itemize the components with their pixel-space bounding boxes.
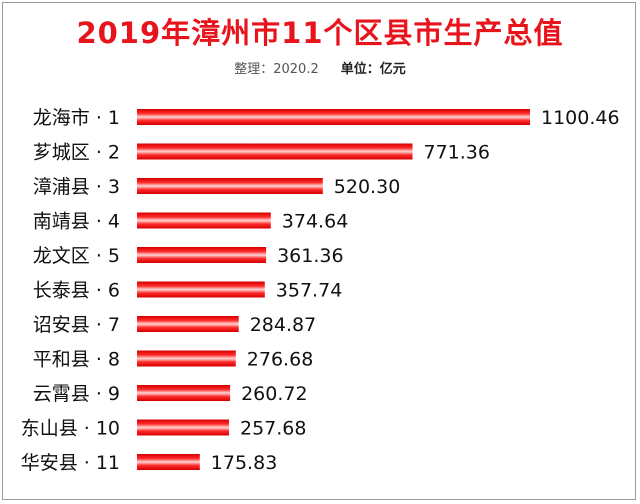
category-label: 华安县 · 11 (21, 452, 120, 474)
bar (137, 454, 200, 470)
bar (137, 350, 236, 367)
value-label: 257.68 (240, 418, 306, 440)
compiled-date-note: 整理：2020.2 (234, 62, 319, 77)
value-label: 771.36 (424, 142, 490, 164)
value-label: 175.83 (211, 452, 277, 474)
category-label: 南靖县 · 4 (33, 211, 120, 233)
category-label: 龙文区 · 5 (33, 245, 120, 267)
bar (137, 385, 231, 401)
bar (137, 143, 413, 160)
unit-label: 单位：亿元 (340, 62, 406, 77)
chart-subtitle: 整理：2020.2 单位：亿元 (0, 58, 640, 77)
bar (137, 247, 267, 263)
category-label: 漳浦县 · 3 (33, 176, 120, 198)
value-label: 357.74 (276, 280, 342, 302)
bar (137, 178, 323, 194)
category-label: 东山县 · 10 (21, 418, 120, 440)
value-label: 260.72 (241, 383, 307, 405)
bar (137, 316, 239, 332)
value-label: 284.87 (250, 314, 316, 336)
category-label: 云霄县 · 9 (33, 383, 120, 405)
category-label: 龙海市 · 1 (33, 107, 120, 129)
category-label: 芗城区 · 2 (33, 142, 120, 164)
value-label: 374.64 (282, 211, 348, 233)
value-label: 361.36 (277, 245, 343, 267)
bar (137, 109, 530, 125)
category-label: 长泰县 · 6 (33, 280, 120, 302)
bar (137, 419, 229, 436)
value-label: 1100.46 (541, 107, 620, 129)
chart-frame (2, 2, 636, 500)
bar (137, 212, 271, 229)
value-label: 520.30 (334, 176, 400, 198)
bar (137, 281, 265, 298)
category-label: 诏安县 · 7 (33, 314, 120, 336)
chart-title: 2019年漳州市11个区县市生产总值 (76, 16, 564, 50)
value-label: 276.68 (247, 349, 313, 371)
category-label: 平和县 · 8 (33, 349, 120, 371)
